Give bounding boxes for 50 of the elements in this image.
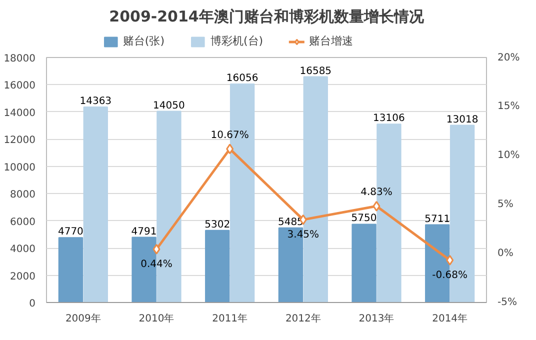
legend-label: 赌台(张): [122, 34, 164, 48]
point: [446, 254, 454, 266]
y-tick-label: 18000: [4, 54, 36, 64]
x-tick-label: 2009年: [65, 312, 101, 324]
data-label: 5750: [351, 213, 377, 224]
data-label: 10.67%: [210, 130, 249, 141]
y2-tick-label: 10%: [498, 150, 520, 161]
bar: [352, 224, 376, 302]
x-tick-label: 2014年: [432, 312, 468, 324]
point: [152, 244, 160, 254]
data-label: 4.83%: [360, 187, 392, 198]
point: [226, 144, 234, 154]
legend-label: 赌台增速: [309, 34, 354, 48]
y-tick-label: 8000: [10, 190, 36, 201]
data-label: 0.44%: [140, 259, 172, 270]
y2-tick-label: -5%: [498, 297, 517, 308]
data-label: 4770: [58, 226, 84, 238]
y-tick-label: 12000: [4, 135, 36, 146]
data-label: 13106: [373, 113, 405, 124]
x-tick-label: 2012年: [285, 312, 321, 324]
y2-tick-label: 0%: [498, 248, 514, 259]
x-tick-label: 2010年: [138, 312, 174, 324]
y-tick-label: 2000: [10, 271, 36, 282]
point: [372, 200, 380, 212]
legend-label: 博彩机(台): [210, 34, 264, 48]
x-tick-label: 2013年: [358, 312, 394, 324]
data-label: 4791: [131, 226, 157, 238]
bar: [58, 237, 84, 302]
y-tick-label: 14000: [4, 108, 36, 119]
data-label: 14363: [80, 96, 112, 108]
data-label: -0.68%: [432, 270, 468, 282]
data-label: 5302: [204, 219, 230, 230]
data-label: 13018: [446, 114, 478, 126]
data-label: 5711: [424, 214, 450, 225]
data-label: 14050: [153, 100, 185, 112]
y-tick-label: 6000: [10, 216, 36, 228]
chart-title: 2009-2014年澳门赌台和博彩机数量增长情况: [109, 8, 425, 26]
y2-tick-label: 20%: [498, 52, 520, 64]
data-label: 16585: [300, 66, 332, 77]
bar: [83, 106, 108, 302]
bar: [205, 230, 230, 302]
y-tick-label: 4000: [10, 244, 36, 256]
y2-tick-label: 5%: [498, 199, 514, 210]
y-tick-label: 16000: [4, 80, 36, 92]
y-tick-label: 10000: [4, 162, 36, 174]
y-tick-label: 0: [29, 298, 36, 310]
data-label: 3.45%: [287, 230, 320, 241]
data-label: 16056: [226, 72, 258, 84]
y2-tick-label: 15%: [498, 101, 520, 112]
x-tick-label: 2011年: [212, 312, 248, 324]
